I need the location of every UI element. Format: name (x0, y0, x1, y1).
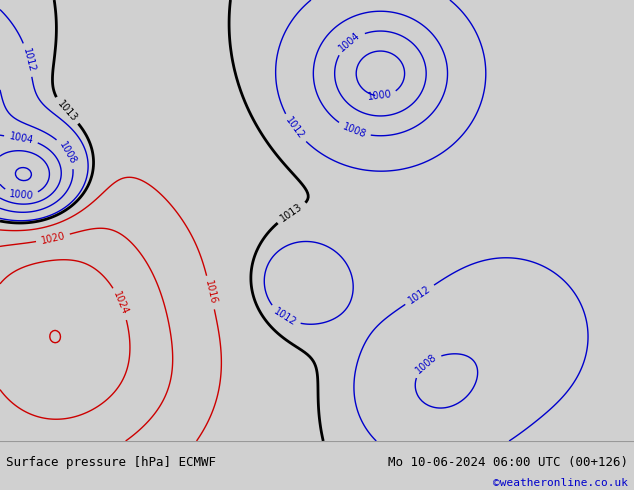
Text: 1008: 1008 (341, 122, 367, 140)
Text: 1012: 1012 (21, 47, 36, 73)
Text: 1013: 1013 (55, 98, 79, 123)
Text: 1012: 1012 (271, 306, 298, 328)
Text: Mo 10-06-2024 06:00 UTC (00+126): Mo 10-06-2024 06:00 UTC (00+126) (387, 456, 628, 469)
Text: 1000: 1000 (367, 90, 392, 102)
Text: 1020: 1020 (40, 231, 66, 246)
Text: 1008: 1008 (413, 352, 439, 376)
Text: ©weatheronline.co.uk: ©weatheronline.co.uk (493, 478, 628, 488)
Text: 1000: 1000 (9, 189, 34, 201)
Text: Surface pressure [hPa] ECMWF: Surface pressure [hPa] ECMWF (6, 456, 216, 469)
Text: 1004: 1004 (337, 30, 363, 53)
Text: 1004: 1004 (8, 131, 34, 146)
Text: 1012: 1012 (283, 116, 306, 142)
Text: 1008: 1008 (58, 140, 78, 166)
Text: 1012: 1012 (406, 284, 432, 306)
Text: 1024: 1024 (112, 290, 131, 317)
Text: 1013: 1013 (278, 202, 304, 224)
Text: 1016: 1016 (203, 279, 218, 306)
